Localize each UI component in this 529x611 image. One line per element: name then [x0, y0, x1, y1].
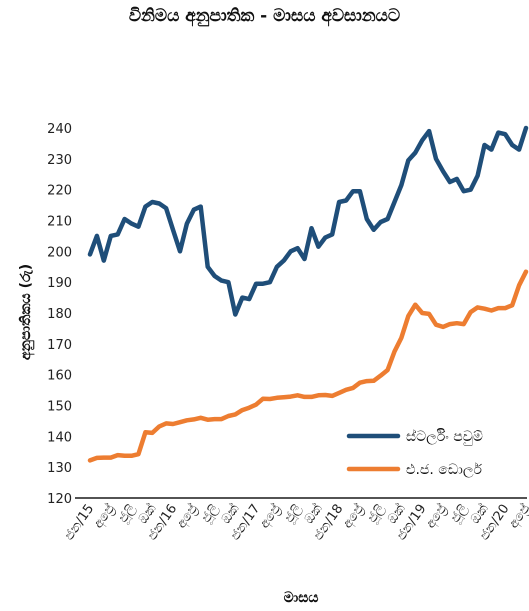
x-tick-label: අප්‍රේ: [173, 501, 201, 531]
x-tick-label: ජූලි: [199, 502, 222, 526]
y-tick-label: 130: [47, 461, 72, 476]
x-tick-label: ජූලි: [282, 502, 305, 526]
legend-label-1: ස්ටර්ලිං පවුම්: [406, 429, 483, 446]
y-tick-label: 140: [47, 430, 72, 445]
y-tick-label: 190: [47, 276, 72, 291]
x-tick-label: අප්‍රේ: [90, 501, 118, 531]
x-tick-label: අප්‍රේ: [339, 501, 367, 531]
y-tick-label: 210: [47, 215, 72, 230]
x-tick-label: ජූලි: [116, 502, 139, 526]
y-tick-label: 200: [47, 245, 72, 260]
series-line-1: [87, 125, 529, 317]
y-tick-label: 150: [47, 400, 72, 415]
y-tick-label: 120: [47, 492, 72, 507]
x-axis-ticks: ජන/15අප්‍රේජූලිඔක්ජන/16අප්‍රේජූලිඔක්ජන/1…: [62, 501, 529, 544]
y-tick-label: 170: [47, 338, 72, 353]
series-lines: [87, 125, 529, 463]
y-tick-label: 160: [47, 369, 72, 384]
x-tick-label: අප්‍රේ: [422, 501, 450, 531]
x-tick-label: අප්‍රේ: [505, 501, 529, 531]
x-tick-label: ජූලි: [448, 502, 471, 526]
y-axis-title: අනුපාතිකය (රු): [18, 264, 36, 360]
series-line-2: [87, 269, 529, 463]
y-tick-label: 180: [47, 307, 72, 322]
y-axis-ticks: 120 130 140 150 160 170 180 190 200 210 220 230 240: [47, 122, 72, 507]
y-tick-label: 240: [47, 122, 72, 137]
legend-label-2: එ.ජ. ඩොලර්: [406, 462, 483, 478]
legend: ස්ටර්ලිං පවුම් එ.ජ. ඩොලර්: [346, 429, 483, 478]
x-axis-title: මාසය: [284, 590, 319, 606]
y-tick-label: 230: [47, 153, 72, 168]
chart-title: විනිමය අනුපාතික - මාසය අවසානයට: [128, 6, 401, 26]
y-tick-label: 220: [47, 184, 72, 199]
x-tick-label: අප්‍රේ: [256, 501, 284, 531]
x-tick-label: ජූලි: [365, 502, 388, 526]
